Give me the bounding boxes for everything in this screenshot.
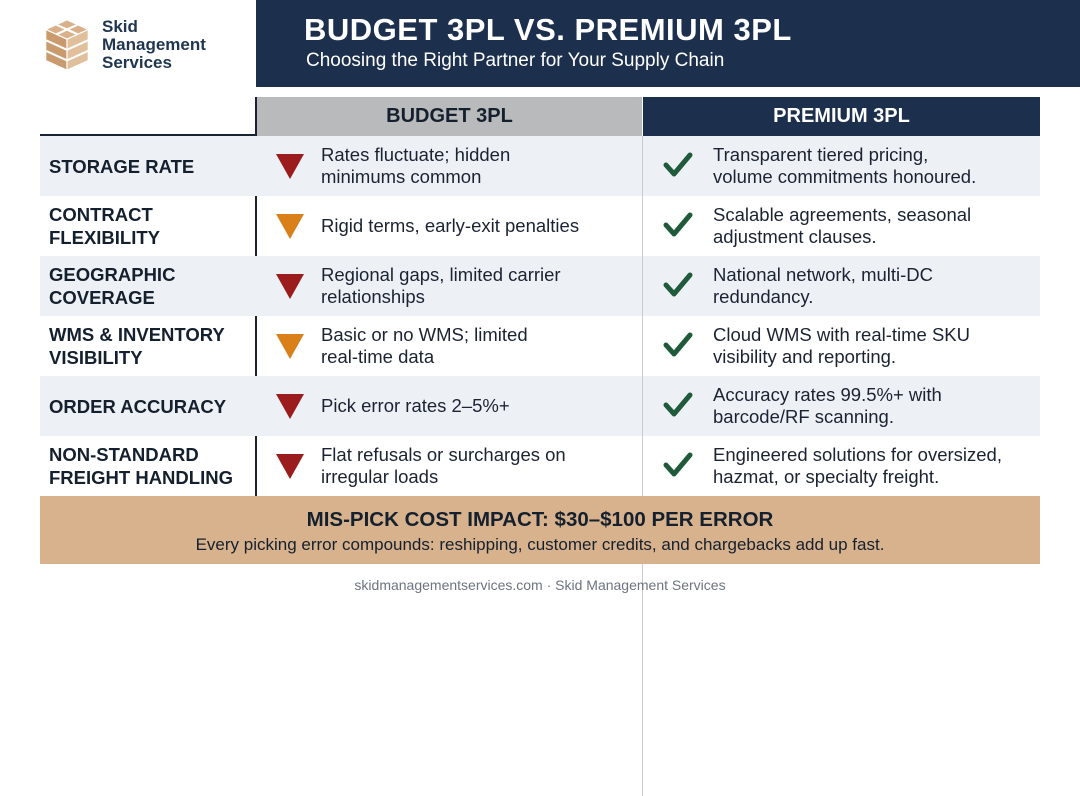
pallet-logo-icon	[44, 19, 90, 72]
budget-cell-text: Flat refusals or surcharges on irregular…	[321, 444, 566, 487]
premium-cell: Transparent tiered pricing, volume commi…	[713, 136, 1038, 196]
brand-logo: Skid Management Services	[38, 14, 258, 76]
budget-cell-text: Regional gaps, limited carrier relations…	[321, 264, 561, 307]
cost-impact-callout: MIS-PICK COST IMPACT: $30–$100 PER ERROR…	[40, 496, 1040, 564]
budget-cell-text: Pick error rates 2–5%+	[321, 395, 510, 416]
header-divider	[40, 134, 257, 136]
premium-cell-text: Engineered solutions for oversized, hazm…	[713, 444, 1002, 487]
checkmark-icon	[663, 452, 693, 477]
column-header-budget: BUDGET 3PL	[257, 97, 642, 136]
brand-line: Management	[102, 35, 206, 54]
row-label-text: ORDER ACCURACY	[49, 395, 227, 417]
page-subtitle: Choosing the Right Partner for Your Supp…	[306, 50, 725, 71]
budget-cell-text: Rates fluctuate; hidden minimums common	[321, 144, 511, 187]
row-label-text: NON-STANDARD FREIGHT HANDLING	[49, 444, 233, 488]
budget-cell: Rates fluctuate; hidden minimums common	[321, 136, 636, 196]
table-body: STORAGE RATE Rates fluctuate; hidden mini…	[40, 97, 1040, 796]
row-label: GEOGRAPHIC COVERAGE	[49, 256, 254, 316]
premium-cell: Accuracy rates 99.5%+ with barcode/RF sc…	[713, 376, 1038, 436]
table-row: STORAGE RATE Rates fluctuate; hidden mini…	[40, 136, 1040, 496]
row-label: NON-STANDARD FREIGHT HANDLING	[49, 436, 254, 496]
row-label: CONTRACT FLEXIBILITY	[49, 196, 254, 256]
budget-cell: Regional gaps, limited carrier relations…	[321, 256, 636, 316]
premium-cell: Cloud WMS with real-time SKU visibility …	[713, 316, 1038, 376]
column-header-premium: PREMIUM 3PL	[643, 97, 1040, 136]
budget-cell: Pick error rates 2–5%+	[321, 376, 636, 436]
premium-cell-text: Cloud WMS with real-time SKU visibility …	[713, 324, 971, 367]
brand-line: Services	[102, 53, 172, 72]
warning-triangle-icon	[276, 394, 304, 419]
table-row: ORDER ACCURACY Pick error rates 2–5%+ Accu…	[40, 376, 1040, 736]
row-label-text: CONTRACT FLEXIBILITY	[49, 204, 160, 248]
table-row: NON-STANDARD FREIGHT HANDLING Flat refusa…	[40, 436, 1040, 796]
budget-cell: Rigid terms, early-exit penalties	[321, 196, 636, 256]
budget-cell-text: Basic or no WMS; limited real-time data	[321, 324, 528, 367]
checkmark-icon	[663, 392, 693, 417]
row-label: STORAGE RATE	[49, 136, 254, 196]
impact-detail: Every picking error compounds: reshippin…	[195, 535, 885, 554]
row-label-text: GEOGRAPHIC COVERAGE	[49, 264, 176, 308]
row-label: ORDER ACCURACY	[49, 376, 254, 436]
checkmark-icon	[663, 272, 693, 297]
table-row: WMS & INVENTORY VISIBILITY Basic or no WM…	[40, 316, 1040, 676]
budget-cell: Flat refusals or surcharges on irregular…	[321, 436, 636, 496]
warning-triangle-icon	[276, 214, 304, 239]
premium-cell-text: Accuracy rates 99.5%+ with barcode/RF sc…	[713, 384, 942, 427]
warning-triangle-icon	[276, 274, 304, 299]
column-divider	[642, 436, 643, 796]
footer-credit: skidmanagementservices.com · Skid Manage…	[354, 577, 726, 593]
premium-cell: Engineered solutions for oversized, hazm…	[713, 436, 1038, 496]
checkmark-icon	[663, 152, 693, 177]
premium-cell-text: Transparent tiered pricing, volume commi…	[713, 144, 977, 187]
budget-cell: Basic or no WMS; limited real-time data	[321, 316, 636, 376]
warning-triangle-icon	[276, 154, 304, 179]
warning-triangle-icon	[276, 334, 304, 359]
brand-name: Skid Management Services	[102, 18, 206, 72]
impact-headline: MIS-PICK COST IMPACT: $30–$100 PER ERROR	[306, 508, 774, 531]
row-label-text: STORAGE RATE	[49, 155, 195, 177]
premium-cell-text: Scalable agreements, seasonal adjustment…	[713, 204, 972, 247]
premium-cell-text: National network, multi-DC redundancy.	[713, 264, 934, 307]
premium-cell: National network, multi-DC redundancy.	[713, 256, 1038, 316]
row-label: WMS & INVENTORY VISIBILITY	[49, 316, 254, 376]
table-row: GEOGRAPHIC COVERAGE Regional gaps, limite…	[40, 256, 1040, 616]
table-row: CONTRACT FLEXIBILITY Rigid terms, early-e…	[40, 196, 1040, 556]
warning-triangle-icon	[276, 454, 304, 479]
premium-cell: Scalable agreements, seasonal adjustment…	[713, 196, 1038, 256]
row-label-text: WMS & INVENTORY VISIBILITY	[49, 324, 225, 368]
brand-line: Skid	[102, 17, 138, 36]
title-banner: BUDGET 3PL VS. PREMIUM 3PL Choosing the …	[256, 0, 1080, 87]
checkmark-icon	[663, 212, 693, 237]
checkmark-icon	[663, 332, 693, 357]
budget-cell-text: Rigid terms, early-exit penalties	[321, 215, 580, 236]
page-title: BUDGET 3PL VS. PREMIUM 3PL	[304, 12, 792, 47]
